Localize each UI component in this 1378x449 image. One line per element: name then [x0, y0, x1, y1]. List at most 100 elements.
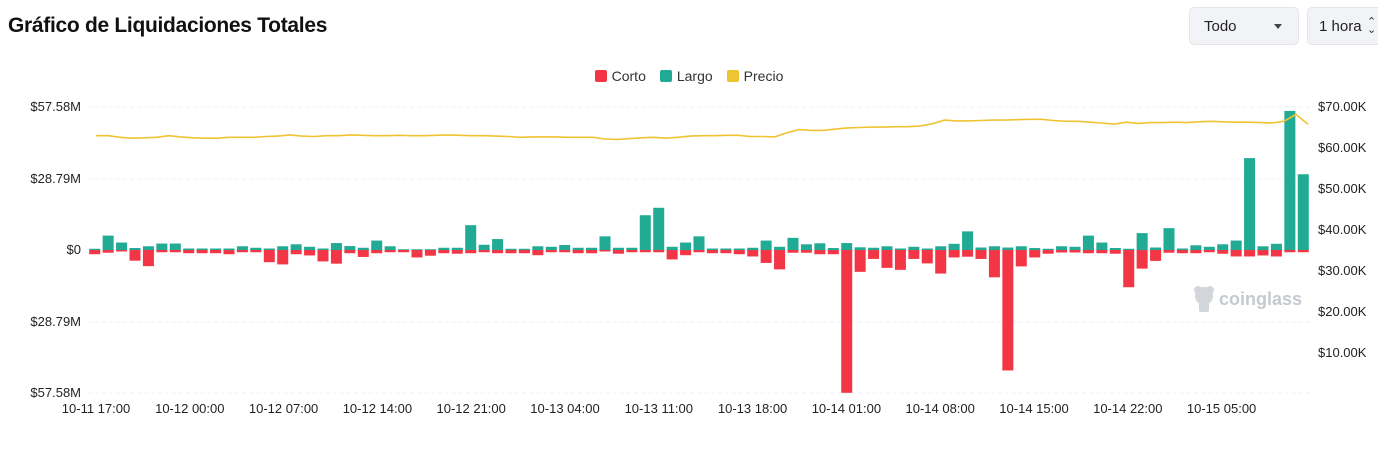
short-bar	[1230, 250, 1242, 257]
short-bar	[612, 250, 624, 254]
interval-select[interactable]: 1 hora ⌃ ⌄	[1307, 7, 1378, 45]
long-bar	[1230, 240, 1242, 250]
long-bar	[720, 248, 732, 250]
coinglass-logo-icon	[1194, 286, 1214, 312]
short-bar	[706, 250, 718, 254]
short-bar	[572, 250, 584, 254]
long-bar	[1257, 246, 1269, 250]
short-bar	[680, 250, 692, 256]
short-bar	[304, 250, 316, 256]
long-bar	[102, 235, 114, 250]
long-bar	[868, 247, 880, 250]
short-bar	[1150, 250, 1162, 261]
long-bar	[1069, 246, 1081, 250]
y-right-tick-label: $60.00K	[1318, 140, 1367, 155]
long-bar	[586, 247, 598, 250]
long-bar	[693, 236, 705, 250]
long-bar	[492, 239, 504, 250]
range-select[interactable]: Todo	[1189, 7, 1299, 45]
short-bar	[639, 250, 651, 253]
long-bar	[357, 247, 369, 250]
x-tick-label: 10-14 01:00	[812, 401, 881, 416]
y-left-tick-label: $57.58M	[30, 385, 81, 400]
short-bar	[1002, 250, 1014, 371]
x-tick-label: 10-14 22:00	[1093, 401, 1162, 416]
long-bar	[680, 242, 692, 250]
long-bar	[1123, 248, 1135, 250]
short-bar	[1029, 250, 1041, 258]
short-bar	[411, 250, 423, 258]
long-bar	[1150, 247, 1162, 250]
short-bar	[532, 250, 544, 256]
x-axis: 10-11 17:00 10-12 00:00 10-12 07:00 10-12 1…	[62, 401, 1257, 416]
range-select-value: Todo	[1204, 17, 1237, 35]
legend-swatch-short	[594, 70, 607, 82]
short-bar	[559, 250, 571, 253]
long-bar	[116, 242, 128, 250]
short-bar	[545, 250, 557, 253]
long-bar	[1029, 248, 1041, 250]
short-bar	[814, 250, 826, 255]
long-bar	[1136, 233, 1148, 250]
long-bar	[1002, 247, 1014, 250]
short-bar	[1096, 250, 1108, 254]
long-bar	[935, 246, 947, 250]
short-bar	[183, 250, 195, 254]
long-bar	[196, 248, 208, 250]
x-tick-label: 10-14 15:00	[999, 401, 1068, 416]
long-bar	[975, 247, 987, 250]
short-bar	[935, 250, 947, 274]
long-bar	[814, 243, 826, 250]
long-bar	[210, 248, 222, 250]
short-bar	[921, 250, 933, 264]
short-bar	[666, 250, 678, 260]
long-bar	[1190, 245, 1202, 250]
updown-arrows-icon: ⌃ ⌄	[1367, 16, 1377, 36]
long-bar	[532, 246, 544, 250]
long-bar	[250, 247, 262, 250]
x-tick-label: 10-12 21:00	[436, 401, 505, 416]
long-bar	[384, 246, 396, 250]
long-bar	[371, 240, 383, 250]
short-bar	[908, 250, 920, 259]
short-bar	[384, 250, 396, 253]
short-bar	[330, 250, 342, 264]
short-bar	[116, 250, 128, 252]
short-bar	[263, 250, 275, 263]
long-bar	[787, 237, 799, 250]
short-bar	[733, 250, 745, 255]
long-bar	[1163, 228, 1175, 250]
short-bar	[223, 250, 235, 255]
long-bar	[1082, 235, 1094, 250]
long-bar	[1015, 246, 1027, 250]
long-bar	[1203, 246, 1215, 250]
short-bar	[841, 250, 853, 393]
short-bar	[142, 250, 154, 267]
y-right-tick-label: $40.00K	[1318, 222, 1367, 237]
long-bar	[424, 249, 436, 251]
long-bar	[478, 244, 490, 250]
short-bar	[800, 250, 812, 253]
long-bar	[129, 248, 141, 250]
long-bar	[747, 247, 759, 250]
long-bar	[183, 248, 195, 250]
legend-item-short[interactable]: Corto	[594, 68, 646, 84]
price-line-layer	[96, 113, 1309, 141]
long-bar	[518, 248, 530, 250]
x-tick-label: 10-13 11:00	[625, 401, 693, 416]
legend-item-price[interactable]: Precio	[726, 68, 783, 84]
long-bar	[1297, 174, 1309, 250]
right-y-axis: $70.00K $60.00K $50.00K $40.00K $30.00K $20.0…	[1318, 99, 1367, 360]
y-left-tick-label: $57.58M	[30, 99, 81, 114]
short-bar	[250, 250, 262, 253]
short-bar	[868, 250, 880, 259]
short-bar	[693, 250, 705, 253]
long-bar	[277, 246, 289, 250]
legend-swatch-price	[726, 70, 739, 82]
short-bar	[290, 250, 302, 255]
long-bar	[841, 243, 853, 250]
long-bar	[1109, 248, 1121, 250]
long-bar	[545, 246, 557, 250]
legend-item-long[interactable]: Largo	[659, 68, 713, 84]
